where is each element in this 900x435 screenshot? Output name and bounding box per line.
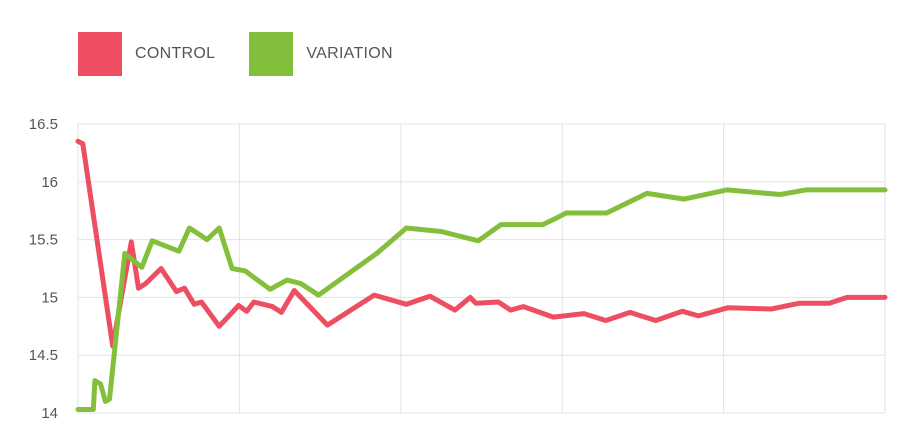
legend-label-variation: VARIATION — [306, 45, 393, 62]
legend-swatch-variation — [249, 32, 294, 76]
y-tick-label-2: 15 — [41, 289, 58, 306]
series-line-control — [75, 138, 888, 349]
series-line-variation — [75, 187, 888, 412]
y-tick-label-1: 14.5 — [29, 347, 58, 364]
y-tick-label-3: 15.5 — [29, 232, 58, 249]
legend-swatch-control — [78, 32, 122, 76]
chart-legend: CONTROL VARIATION — [78, 32, 427, 76]
legend-label-control: CONTROL — [135, 45, 216, 62]
y-tick-label-5: 16.5 — [29, 116, 58, 133]
legend-item-variation[interactable]: VARIATION — [249, 32, 393, 76]
legend-item-control[interactable]: CONTROL — [78, 32, 215, 76]
y-tick-label-0: 14 — [41, 405, 58, 422]
y-tick-label-4: 16 — [41, 174, 58, 191]
